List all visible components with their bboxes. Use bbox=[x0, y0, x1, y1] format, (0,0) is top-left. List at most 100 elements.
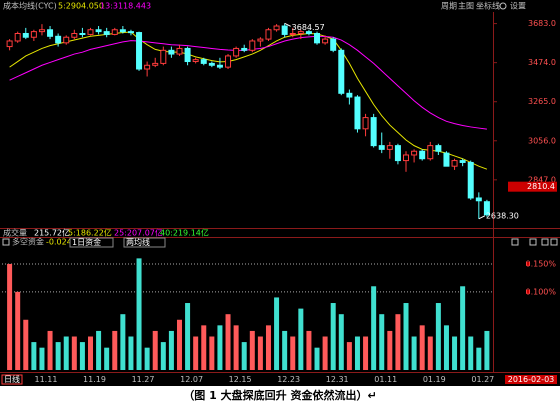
candle-body bbox=[281, 25, 288, 35]
bar bbox=[249, 330, 255, 370]
x-tick-label: 12.15 bbox=[229, 375, 252, 384]
bar bbox=[104, 347, 110, 370]
candle-body bbox=[273, 25, 280, 31]
date-label: 2016-02-03 bbox=[508, 375, 555, 384]
annotation-pointer bbox=[478, 215, 486, 220]
toolbar-icon[interactable] bbox=[499, 2, 507, 10]
dropdown[interactable] bbox=[123, 237, 166, 248]
bar bbox=[55, 342, 61, 370]
y-tick-label: 0.100% bbox=[525, 287, 556, 296]
chart-title: 成本均线(CYC) bbox=[3, 1, 57, 11]
x-tick-label: 01.19 bbox=[423, 375, 446, 384]
y-tick-label: 3265.0 bbox=[528, 97, 556, 106]
candle-body bbox=[6, 40, 13, 48]
candle-body bbox=[330, 38, 337, 51]
annotation: 3684.57 bbox=[292, 23, 325, 32]
panel-controls[interactable] bbox=[511, 238, 558, 246]
candle-body bbox=[144, 64, 151, 70]
bar bbox=[7, 263, 13, 370]
candle-body bbox=[314, 32, 321, 44]
candle-body bbox=[419, 150, 426, 160]
y-tick-label: 3056.0 bbox=[528, 136, 556, 145]
candle-body bbox=[200, 59, 207, 64]
candle-body bbox=[459, 160, 466, 163]
candle-body bbox=[475, 197, 482, 202]
volume-ma: 40:219.14亿 bbox=[160, 228, 209, 238]
bar bbox=[468, 336, 474, 370]
candle-body bbox=[354, 96, 361, 130]
bar bbox=[306, 330, 312, 370]
candle-body bbox=[346, 92, 353, 98]
bar bbox=[330, 303, 336, 370]
legend-entry: 13:3118.443 bbox=[100, 2, 151, 11]
candle-body bbox=[208, 62, 215, 66]
candle-body bbox=[411, 150, 418, 156]
bar bbox=[168, 330, 174, 370]
bar bbox=[282, 330, 288, 370]
candle-body bbox=[241, 47, 248, 51]
candle-body bbox=[297, 31, 304, 34]
bar bbox=[403, 303, 409, 370]
candle-body bbox=[71, 32, 78, 38]
candle-body bbox=[38, 29, 45, 33]
candle-body bbox=[362, 117, 369, 130]
period-box[interactable] bbox=[1, 374, 23, 385]
toolbar-button[interactable]: 主图 bbox=[458, 1, 474, 11]
x-tick-label: 12.31 bbox=[326, 375, 349, 384]
candle-body bbox=[233, 47, 240, 57]
bar bbox=[88, 336, 93, 370]
bar bbox=[31, 342, 37, 370]
toolbar-button[interactable]: 周期 bbox=[441, 2, 457, 11]
bar bbox=[201, 325, 207, 370]
bar bbox=[452, 336, 458, 370]
period-label[interactable]: 日线 bbox=[4, 374, 20, 384]
candle-body bbox=[95, 29, 102, 33]
bar bbox=[363, 336, 369, 370]
bar bbox=[136, 258, 142, 370]
legend-entry: 5:2904.050 bbox=[58, 2, 104, 11]
x-tick-label: 12.23 bbox=[277, 375, 300, 384]
candle-body bbox=[119, 29, 126, 33]
bar bbox=[354, 336, 360, 370]
bar bbox=[411, 336, 417, 370]
dropdown[interactable] bbox=[69, 237, 114, 248]
toolbar-button[interactable]: 坐标线 bbox=[476, 1, 500, 11]
bar bbox=[47, 330, 53, 370]
bar bbox=[265, 325, 271, 370]
candle-body bbox=[160, 49, 167, 64]
volume-ma: 5:186.22亿 bbox=[68, 228, 112, 238]
candle-body bbox=[47, 29, 54, 37]
volume-value: 215.72亿 bbox=[34, 228, 70, 238]
candle-body bbox=[103, 31, 110, 35]
candle-body bbox=[289, 32, 296, 35]
dropdown-label[interactable]: 1日资金 bbox=[72, 237, 101, 247]
bar bbox=[460, 286, 466, 370]
bar bbox=[395, 314, 401, 370]
candle-body bbox=[443, 152, 450, 167]
candle-body bbox=[136, 32, 143, 70]
bar bbox=[443, 325, 449, 370]
bar bbox=[176, 319, 182, 370]
bar bbox=[484, 330, 490, 370]
candle-body bbox=[192, 59, 199, 63]
bar bbox=[112, 330, 118, 370]
bar bbox=[298, 308, 304, 370]
bar bbox=[225, 314, 231, 370]
bar bbox=[322, 336, 328, 370]
candle-body bbox=[338, 49, 345, 94]
bar bbox=[193, 336, 199, 370]
dropdown-label[interactable]: 两均线 bbox=[126, 237, 150, 247]
last-price-box bbox=[508, 181, 557, 192]
y-tick bbox=[526, 261, 530, 266]
candle-body bbox=[394, 145, 401, 162]
bar bbox=[274, 297, 280, 370]
panel-icon[interactable] bbox=[2, 238, 10, 246]
candle-body bbox=[30, 31, 37, 38]
y-tick-label: 0.150% bbox=[525, 259, 556, 268]
annotation-pointer bbox=[284, 22, 291, 27]
candle-body bbox=[14, 32, 21, 42]
toolbar-button[interactable]: 设置 bbox=[510, 1, 526, 11]
candle-body bbox=[249, 40, 256, 51]
bar bbox=[314, 347, 320, 370]
candle-body bbox=[22, 32, 29, 38]
